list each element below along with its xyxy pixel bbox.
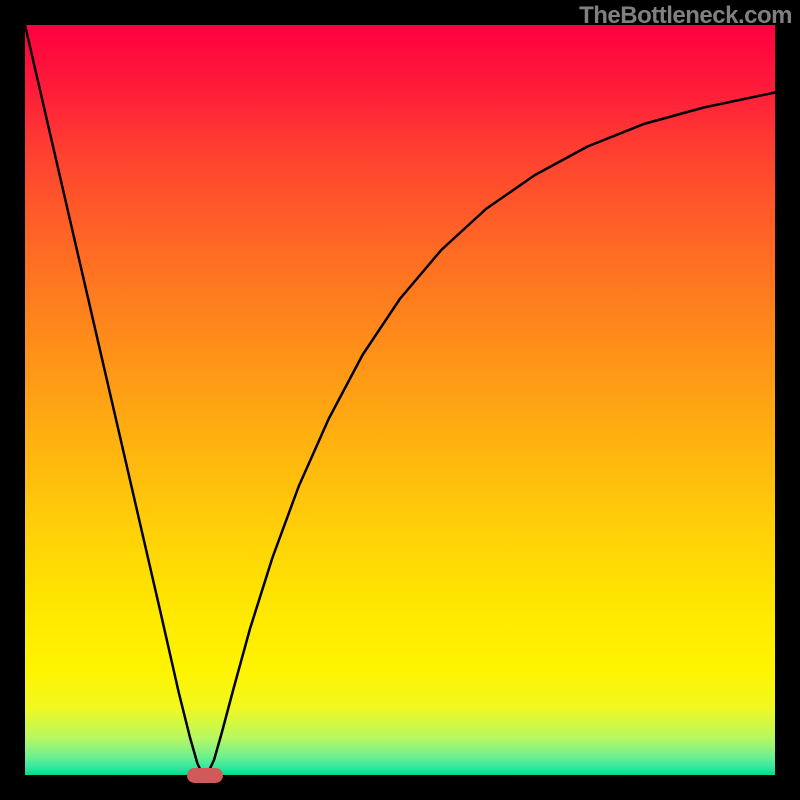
curve-svg [25,25,775,775]
gradient-background [25,25,775,775]
plot-area [25,25,775,775]
chart-container: TheBottleneck.com [0,0,800,800]
watermark-text: TheBottleneck.com [579,2,792,30]
optimal-point-marker [187,768,223,783]
